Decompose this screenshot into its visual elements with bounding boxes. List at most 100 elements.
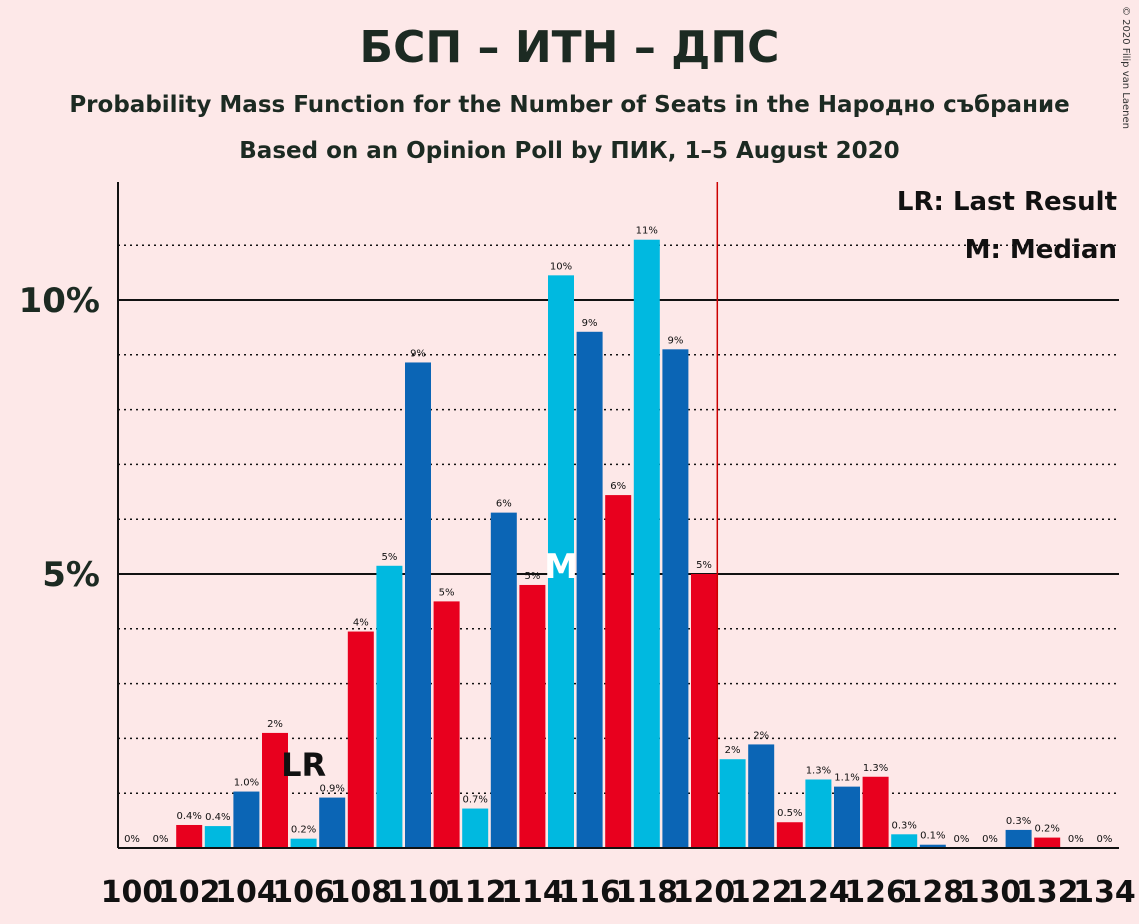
- value-label-113: 6%: [496, 499, 512, 510]
- x-tick-label: 112: [444, 875, 507, 910]
- y-tick-label: 10%: [19, 281, 100, 321]
- value-label-133: 0%: [1068, 834, 1084, 845]
- x-tick-label: 122: [730, 875, 793, 910]
- value-labels-group: 0% 0% 0.4% 0.4% 1.0% 2% 0.2% 0.9% 4% 5% 9% 5% 0.7% 6%…: [124, 226, 1112, 845]
- bar-102: [176, 824, 203, 848]
- bar-124: [805, 779, 832, 848]
- value-label-107: 0.9%: [319, 784, 344, 795]
- value-label-101: 0%: [153, 834, 169, 845]
- value-label-128: 0.1%: [920, 831, 945, 842]
- bar-105: [262, 732, 288, 848]
- bar-120: [691, 574, 717, 848]
- value-label-105: 2%: [267, 719, 283, 730]
- value-label-110: 9%: [410, 348, 426, 359]
- bar-113: [490, 512, 517, 848]
- x-tick-label: 116: [558, 875, 621, 910]
- x-tick-label: 114: [501, 875, 564, 910]
- value-label-109: 5%: [381, 552, 397, 563]
- axes-group: [117, 182, 1119, 849]
- value-label-129: 0%: [953, 834, 969, 845]
- y-tick-labels-group: 5% 10%: [19, 281, 100, 595]
- bar-121: [719, 759, 746, 848]
- bar-126: [862, 776, 889, 848]
- value-label-118: 11%: [636, 226, 658, 237]
- value-label-111: 5%: [439, 587, 455, 598]
- x-tick-label: 102: [158, 875, 221, 910]
- value-label-108: 4%: [353, 618, 369, 629]
- bar-117: [605, 495, 632, 848]
- bar-104: [233, 791, 260, 848]
- value-label-122: 2%: [753, 730, 769, 741]
- x-tick-label: 118: [615, 875, 678, 910]
- value-label-134: 0%: [1096, 834, 1112, 845]
- bar-114: [519, 584, 546, 848]
- bar-122: [748, 744, 775, 848]
- legend-entry-1: M: Median: [965, 235, 1117, 265]
- x-tick-label: 132: [1016, 875, 1079, 910]
- value-label-114: 5%: [524, 571, 540, 582]
- value-label-116: 9%: [582, 318, 598, 329]
- x-tick-label: 104: [215, 875, 278, 910]
- value-label-120: 5%: [696, 560, 712, 571]
- gridlines: [118, 244, 1119, 794]
- chart-source-subtitle: Based on an Opinion Poll by ПИК, 1–5 Aug…: [239, 138, 900, 164]
- bar-108: [347, 631, 374, 848]
- markers-group: LR M: [281, 547, 578, 784]
- x-tick-label: 110: [387, 875, 450, 910]
- bar-119: [662, 349, 689, 848]
- value-label-124: 1.3%: [806, 766, 831, 777]
- value-label-130: 0%: [982, 834, 998, 845]
- value-label-126: 1.3%: [863, 763, 888, 774]
- value-label-102: 0.4%: [176, 811, 201, 822]
- value-label-103: 0.4%: [205, 812, 230, 823]
- x-tick-labels-group: 1001021041061081101121141161181201221241…: [101, 875, 1136, 910]
- x-tick-label: 128: [901, 875, 964, 910]
- bar-128: [919, 844, 946, 848]
- x-tick-label: 108: [329, 875, 392, 910]
- bars-group: [176, 239, 1061, 849]
- bar-118: [633, 239, 660, 849]
- value-label-100: 0%: [124, 834, 140, 845]
- bar-116: [576, 331, 603, 848]
- value-label-132: 0.2%: [1034, 824, 1059, 835]
- x-tick-label: 124: [787, 875, 850, 910]
- value-label-112: 0.7%: [462, 795, 487, 806]
- bar-106: [290, 838, 317, 848]
- bar-107: [319, 797, 346, 848]
- x-tick-label: 100: [101, 875, 164, 910]
- bar-111: [433, 601, 460, 848]
- bar-115: [548, 275, 574, 849]
- value-label-125: 1.1%: [834, 773, 859, 784]
- bar-131: [1005, 829, 1032, 848]
- x-tick-label: 130: [959, 875, 1022, 910]
- bar-123: [776, 822, 803, 848]
- value-label-127: 0.3%: [891, 820, 916, 831]
- bar-112: [462, 808, 489, 848]
- x-tick-label: 106: [272, 875, 335, 910]
- legend: LR: Last Result M: Median: [897, 187, 1117, 265]
- bar-110: [405, 362, 431, 848]
- chart-title: БСП – ИТН – ДПС: [359, 22, 780, 73]
- median-marker: M: [544, 547, 578, 587]
- bar-127: [891, 834, 918, 848]
- x-tick-label: 120: [673, 875, 736, 910]
- legend-entry-0: LR: Last Result: [897, 187, 1117, 217]
- bar-109: [376, 565, 403, 848]
- x-tick-label: 134: [1073, 875, 1136, 910]
- bar-125: [834, 786, 860, 848]
- value-label-131: 0.3%: [1006, 816, 1031, 827]
- bar-103: [204, 826, 231, 848]
- value-label-106: 0.2%: [291, 825, 316, 836]
- value-label-119: 9%: [667, 335, 683, 346]
- value-label-117: 6%: [610, 481, 626, 492]
- bar-132: [1034, 837, 1061, 848]
- x-tick-label: 126: [844, 875, 907, 910]
- value-label-123: 0.5%: [777, 808, 802, 819]
- last-result-marker: LR: [281, 746, 326, 784]
- chart-subtitle: Probability Mass Function for the Number…: [69, 92, 1070, 118]
- value-label-121: 2%: [725, 745, 741, 756]
- y-tick-label: 5%: [42, 555, 100, 595]
- value-label-104: 1.0%: [234, 778, 259, 789]
- value-label-115: 10%: [550, 261, 572, 272]
